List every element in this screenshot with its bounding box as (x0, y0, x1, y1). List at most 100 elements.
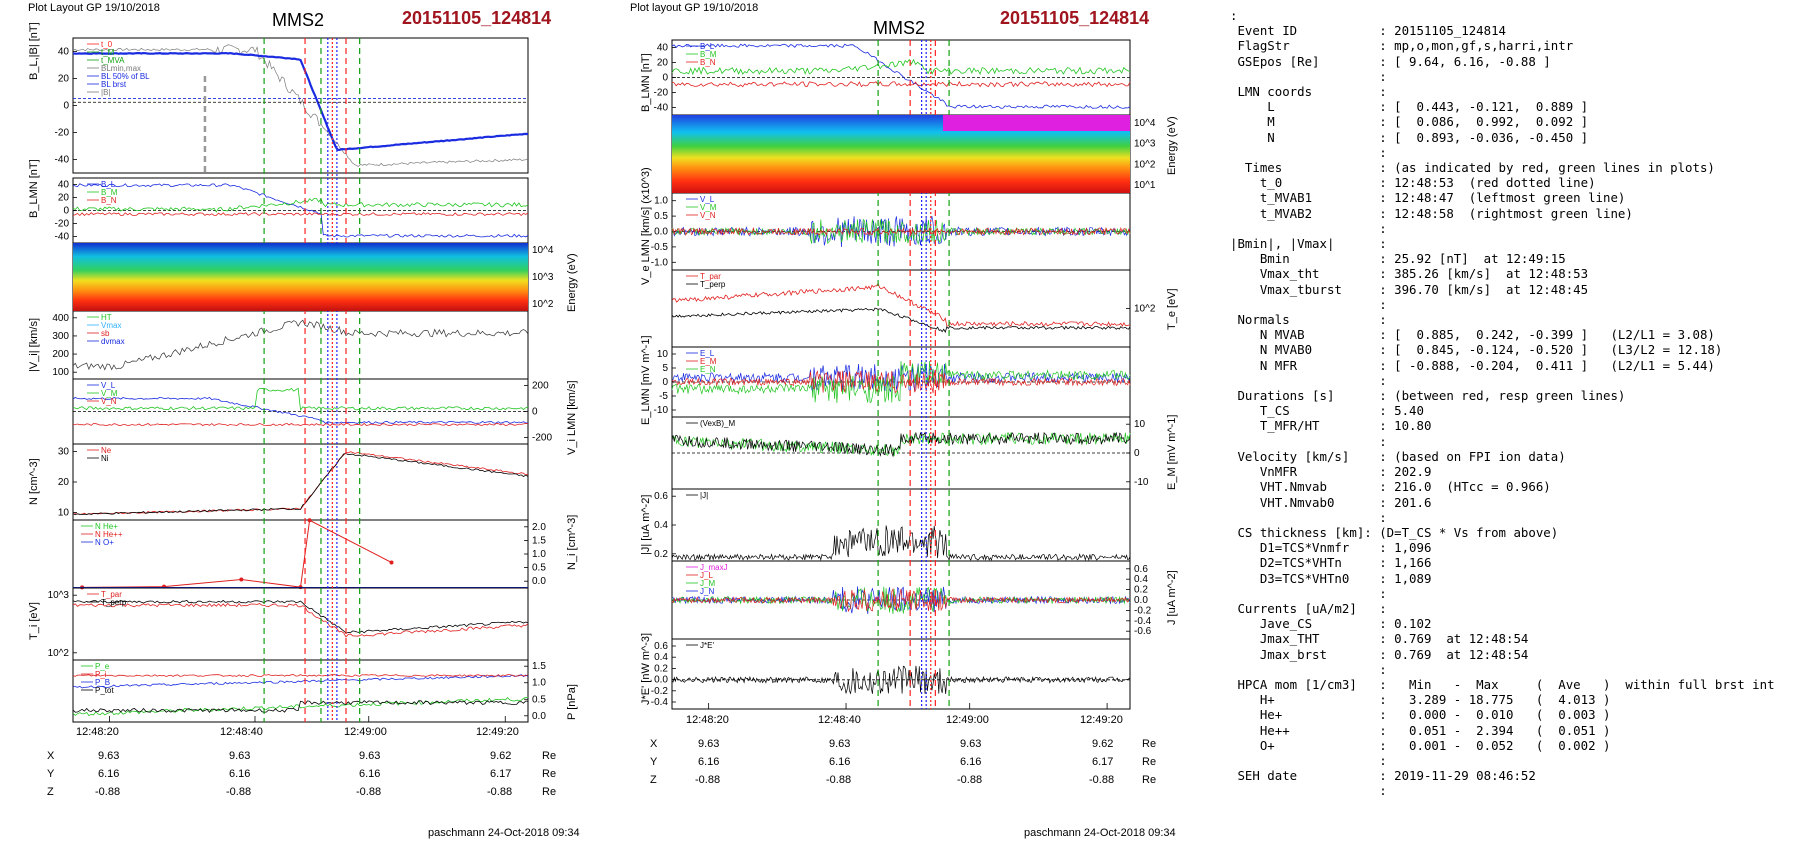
right-p8-tick-1: 0.4 (1134, 574, 1148, 585)
left-p7-tick-1: 1.5 (532, 535, 546, 546)
right-p7-legend-0: |J| (700, 491, 708, 500)
right-p5-legend-0: E_L (700, 349, 715, 358)
left-p2-tick-3: -20 (55, 219, 70, 230)
left-p5-VM (72, 387, 529, 411)
event-info-block: : Event ID : 20151105_124814 FlagStr : m… (1230, 8, 1775, 799)
left-z-4: -0.88 (487, 786, 513, 798)
right-y-1: 6.16 (698, 756, 720, 768)
left-p1-legend-2: t_MVA (101, 56, 125, 65)
right-p4-Tpar (671, 282, 1131, 327)
right-time-tick-4: 12:49:20 (1080, 714, 1123, 726)
right-p5-legend-1: E_M (700, 357, 717, 366)
left-p1-BL (72, 51, 529, 152)
right-title: MMS2 (873, 18, 926, 38)
left-p1-legend-5: BL brst (101, 80, 127, 89)
right-z-1: -0.88 (695, 774, 721, 786)
left-p1-legend-4: BL 50% of BL (101, 72, 150, 81)
left-y-4: 6.17 (490, 768, 512, 780)
left-p7-legend-0: N He+ (95, 522, 118, 531)
right-panel6-ylabel: E_M [mV m^-1] (1166, 414, 1178, 490)
left-p8-Tpar (72, 602, 529, 638)
left-p7-tick-4: 0.0 (532, 576, 546, 587)
left-p7-tick-3: 0.5 (532, 563, 546, 574)
right-panel4-ylabel: T_e [eV] (1166, 288, 1178, 330)
left-p4-tick-3: 100 (52, 367, 69, 378)
right-time-tick-2: 12:48:40 (818, 714, 861, 726)
left-p9-legend-2: P_B (95, 678, 110, 687)
left-panel1-frame (72, 37, 529, 174)
left-p2-tick-0: 40 (58, 180, 70, 191)
right-coord-z-label: Z (650, 774, 657, 786)
right-p5-EN (671, 369, 1131, 394)
right-p5-EM (671, 360, 1131, 404)
left-p7-legend-1: N He++ (95, 530, 123, 539)
right-coord-y-label: Y (650, 756, 658, 768)
right-time-tick-1: 12:48:20 (686, 714, 729, 726)
right-p7-tick-1: 0.4 (654, 520, 668, 531)
left-p2-legend-0: B_L (101, 180, 116, 189)
left-time-tick-4: 12:49:20 (476, 726, 519, 738)
right-p8-tick-4: -0.2 (1134, 605, 1152, 616)
right-p1-BM (671, 58, 1131, 76)
right-p3-tick-2: 0.0 (654, 227, 668, 238)
left-p4-tick-1: 300 (52, 331, 69, 342)
right-coord-x-label: X (650, 738, 658, 750)
left-p9-legend-1: P_i (95, 670, 107, 679)
left-p1-absB (72, 44, 529, 167)
left-p5-tick-2: -200 (532, 433, 552, 444)
left-y-1: 6.16 (98, 768, 120, 780)
left-p4-Vi (72, 319, 529, 371)
left-p6-tick-0: 30 (58, 447, 70, 458)
left-p5-VN (72, 422, 529, 427)
right-p1-tick-1: 20 (657, 58, 669, 69)
right-x-1: 9.63 (698, 738, 720, 750)
right-x-2: 9.63 (829, 738, 851, 750)
right-p6-tick-1: 0 (1134, 448, 1140, 459)
right-p7-Jabs (671, 525, 1131, 562)
right-y-unit: Re (1142, 756, 1157, 768)
right-panel2-ylabel: Energy (eV) (1166, 116, 1178, 175)
left-p9-Pe (72, 696, 529, 717)
left-p8-Tperp (72, 599, 529, 634)
left-p2-tick-1: 20 (58, 193, 70, 204)
right-p2-tick-2: 10^2 (1134, 159, 1156, 170)
right-p9-tick-3: 0.0 (654, 675, 668, 686)
right-p1-tick-2: 0 (662, 73, 668, 84)
left-time-tick-3: 12:49:00 (344, 726, 387, 738)
left-p5-VL (72, 396, 529, 424)
right-p6-EM-black (671, 431, 1131, 458)
left-panel9-frame (72, 659, 529, 723)
left-p4-tick-0: 400 (52, 313, 69, 324)
right-p1-legend-2: B_N (700, 58, 716, 67)
right-p8-JN (671, 587, 1131, 613)
left-p1-legend-0: t_0 (101, 40, 113, 49)
left-p1-tick-0: 40 (58, 47, 70, 58)
left-p4-legend-1: Vmax (101, 321, 121, 330)
left-title: MMS2 (272, 10, 325, 30)
right-spectrogram-magenta-band (943, 115, 1130, 131)
right-p2-tick-1: 10^3 (1134, 139, 1156, 150)
left-panel4-ylabel: |V_i| [km/s] (28, 317, 40, 372)
left-p6-Ne (72, 451, 529, 515)
left-footer: paschmann 24-Oct-2018 09:34 (428, 827, 580, 839)
right-p5-tick-1: 5 (662, 363, 668, 374)
right-p9-legend-0: J*E' (700, 641, 714, 650)
left-p8-tick-0: 10^3 (48, 590, 70, 601)
right-panel1-frame (671, 39, 1131, 116)
left-panel7-ylabel: N_i [cm^-3] (566, 514, 578, 570)
right-p4-Tperp (671, 307, 1131, 334)
right-p5-tick-4: -10 (654, 405, 669, 416)
right-x-unit: Re (1142, 738, 1157, 750)
right-p8-legend-1: J_L (700, 571, 713, 580)
left-panel1-ylabel: B_L,|B| [nT] (28, 22, 40, 80)
left-p8-legend-1: T_perp (101, 598, 127, 607)
left-p9-tick-1: 1.0 (532, 678, 546, 689)
right-panel4-frame (671, 269, 1131, 348)
right-p6-tick-2: -10 (1134, 477, 1149, 488)
left-p1-tick-1: 20 (58, 74, 70, 85)
left-p1-legend-6: |B| (101, 88, 111, 97)
right-panel8-frame (671, 560, 1131, 640)
left-p5-legend-2: V_N (101, 397, 117, 406)
left-p2-legend-2: B_N (101, 196, 117, 205)
